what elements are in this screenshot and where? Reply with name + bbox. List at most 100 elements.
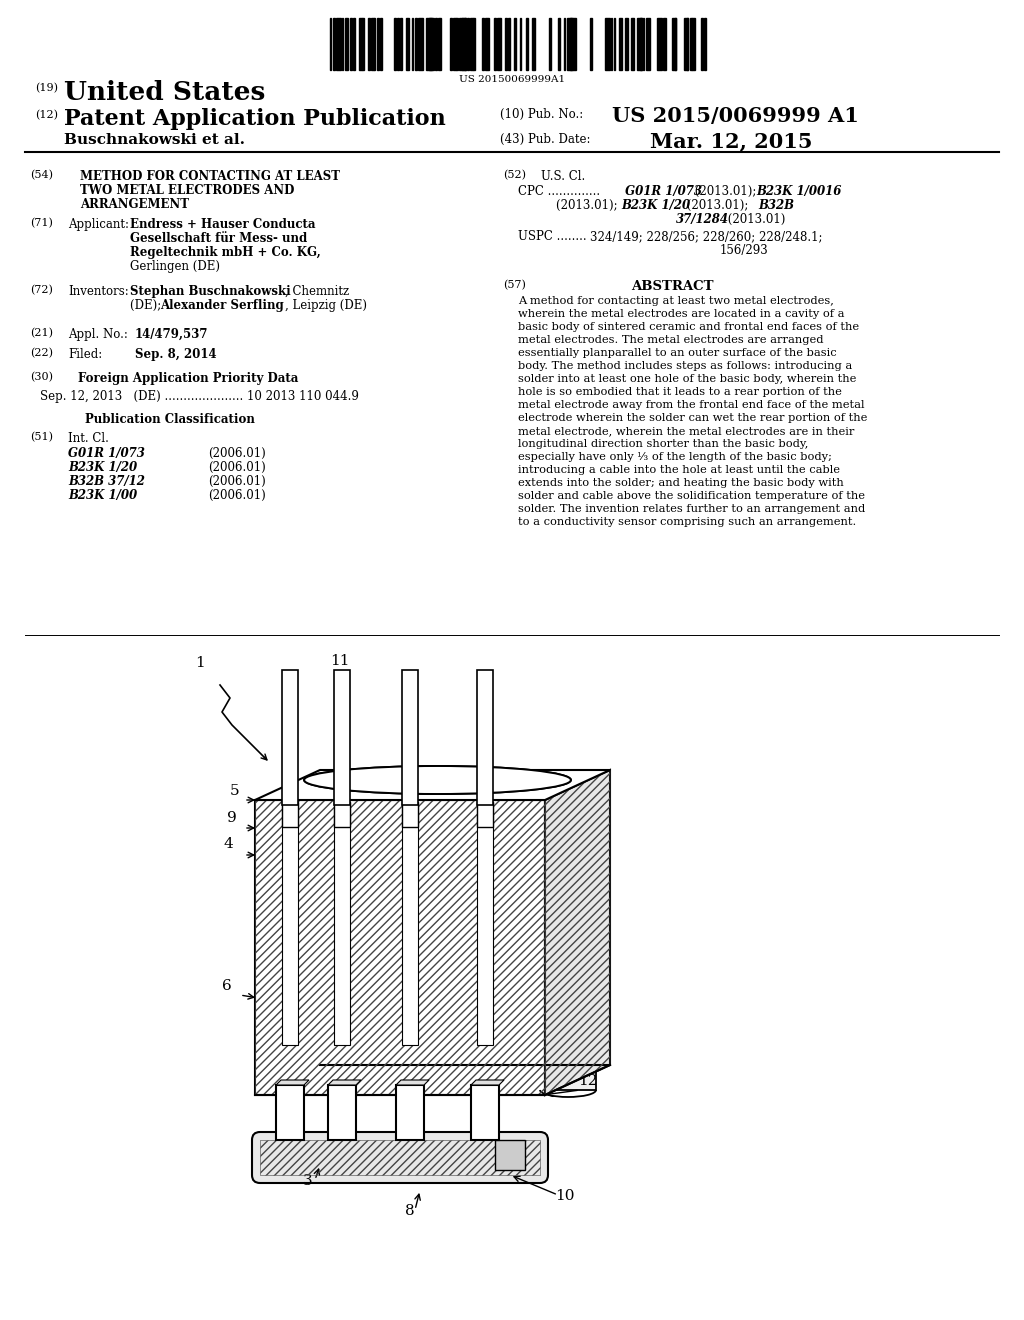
Polygon shape — [276, 1085, 304, 1140]
Text: Stephan Buschnakowski: Stephan Buschnakowski — [130, 285, 291, 298]
Polygon shape — [255, 770, 610, 800]
Text: (72): (72) — [30, 285, 53, 296]
Text: Regeltechnik mbH + Co. KG,: Regeltechnik mbH + Co. KG, — [130, 246, 321, 259]
Text: (19): (19) — [35, 83, 58, 94]
Text: 14/479,537: 14/479,537 — [135, 327, 209, 341]
Text: Filed:: Filed: — [68, 348, 102, 360]
Text: CPC ..............: CPC .............. — [518, 185, 600, 198]
Text: US 2015/0069999 A1: US 2015/0069999 A1 — [612, 106, 859, 125]
Bar — [626, 18, 628, 70]
Bar — [569, 18, 572, 70]
Polygon shape — [334, 671, 350, 805]
Bar — [482, 18, 484, 70]
Text: Sep. 8, 2014: Sep. 8, 2014 — [135, 348, 217, 360]
Bar — [485, 18, 489, 70]
Text: TWO METAL ELECTRODES AND: TWO METAL ELECTRODES AND — [80, 183, 294, 197]
Text: U.S. Cl.: U.S. Cl. — [541, 170, 586, 183]
Bar — [701, 18, 702, 70]
Bar — [435, 18, 437, 70]
Text: Patent Application Publication: Patent Application Publication — [63, 108, 445, 129]
Text: METHOD FOR CONTACTING AT LEAST: METHOD FOR CONTACTING AT LEAST — [80, 170, 340, 183]
Text: (71): (71) — [30, 218, 53, 228]
Polygon shape — [282, 803, 298, 828]
Text: Foreign Application Priority Data: Foreign Application Priority Data — [78, 372, 298, 385]
Polygon shape — [402, 671, 418, 805]
Text: (DE);: (DE); — [130, 300, 165, 312]
Bar — [359, 18, 362, 70]
Bar — [566, 18, 572, 70]
Bar — [412, 18, 414, 70]
Text: introducing a cable into the hole at least until the cable: introducing a cable into the hole at lea… — [518, 465, 840, 475]
Text: Endress + Hauser Conducta: Endress + Hauser Conducta — [130, 218, 315, 231]
Text: (30): (30) — [30, 372, 53, 383]
Bar — [520, 18, 521, 70]
Bar — [406, 18, 409, 70]
Text: Inventors:: Inventors: — [68, 285, 129, 298]
Text: longitudinal direction shorter than the basic body,: longitudinal direction shorter than the … — [518, 440, 808, 449]
Bar — [368, 18, 370, 70]
Text: (54): (54) — [30, 170, 53, 181]
Bar — [467, 18, 469, 70]
Bar — [610, 18, 612, 70]
Polygon shape — [540, 810, 596, 1090]
Bar — [687, 18, 688, 70]
Text: Sep. 12, 2013   (DE) ..................... 10 2013 110 044.9: Sep. 12, 2013 (DE) .....................… — [40, 389, 358, 403]
Bar — [640, 18, 642, 70]
Text: solder and cable above the solidification temperature of the: solder and cable above the solidificatio… — [518, 491, 865, 502]
Text: (2013.01);: (2013.01); — [683, 199, 752, 213]
Bar — [429, 18, 434, 70]
Bar — [613, 18, 615, 70]
Text: (2006.01): (2006.01) — [208, 447, 266, 459]
Polygon shape — [255, 800, 545, 1096]
Text: (51): (51) — [30, 432, 53, 442]
Bar — [497, 18, 501, 70]
Polygon shape — [334, 803, 350, 828]
Ellipse shape — [304, 766, 571, 795]
Text: (2013.01);: (2013.01); — [556, 199, 622, 213]
Text: , Chemnitz: , Chemnitz — [285, 285, 349, 298]
Polygon shape — [396, 1085, 424, 1140]
Polygon shape — [477, 803, 493, 1045]
Text: B32B 37/12: B32B 37/12 — [68, 475, 144, 488]
Polygon shape — [282, 803, 298, 1045]
Polygon shape — [402, 803, 418, 828]
Text: 3: 3 — [303, 1173, 312, 1188]
Text: metal electrodes. The metal electrodes are arranged: metal electrodes. The metal electrodes a… — [518, 335, 823, 345]
Text: metal electrode away from the frontal end face of the metal: metal electrode away from the frontal en… — [518, 400, 864, 411]
Text: Mar. 12, 2015: Mar. 12, 2015 — [650, 131, 812, 150]
Bar — [590, 18, 592, 70]
Bar — [689, 18, 691, 70]
Bar — [371, 18, 374, 70]
Bar — [470, 18, 473, 70]
Text: B32B: B32B — [758, 199, 794, 213]
Text: ARRANGEMENT: ARRANGEMENT — [80, 198, 189, 211]
Bar — [400, 18, 401, 70]
Text: 324/149; 228/256; 228/260; 228/248.1;: 324/149; 228/256; 228/260; 228/248.1; — [590, 230, 822, 243]
Text: (21): (21) — [30, 327, 53, 338]
Text: 12: 12 — [578, 1074, 597, 1088]
Polygon shape — [276, 1080, 309, 1085]
Bar — [415, 18, 417, 70]
Text: (2006.01): (2006.01) — [208, 488, 266, 502]
Polygon shape — [334, 803, 350, 1045]
Text: especially have only ⅓ of the length of the basic body;: especially have only ⅓ of the length of … — [518, 451, 831, 462]
Text: B23K 1/0016: B23K 1/0016 — [756, 185, 842, 198]
Text: Appl. No.:: Appl. No.: — [68, 327, 128, 341]
Bar — [459, 18, 463, 70]
Text: solder. The invention relates further to an arrangement and: solder. The invention relates further to… — [518, 504, 865, 513]
Polygon shape — [396, 1080, 429, 1085]
Bar — [342, 18, 343, 70]
Text: ABSTRACT: ABSTRACT — [631, 280, 714, 293]
Bar — [330, 18, 332, 70]
Text: electrode wherein the solder can wet the rear portion of the: electrode wherein the solder can wet the… — [518, 413, 867, 422]
Bar — [462, 18, 466, 70]
Text: (52): (52) — [503, 170, 526, 181]
Bar — [450, 18, 452, 70]
Text: 156/293: 156/293 — [720, 244, 769, 257]
Bar — [631, 18, 634, 70]
Text: US 20150069999A1: US 20150069999A1 — [459, 75, 565, 84]
FancyBboxPatch shape — [252, 1133, 548, 1183]
Bar — [531, 18, 535, 70]
Text: , Leipzig (DE): , Leipzig (DE) — [285, 300, 367, 312]
Text: (57): (57) — [503, 280, 526, 290]
